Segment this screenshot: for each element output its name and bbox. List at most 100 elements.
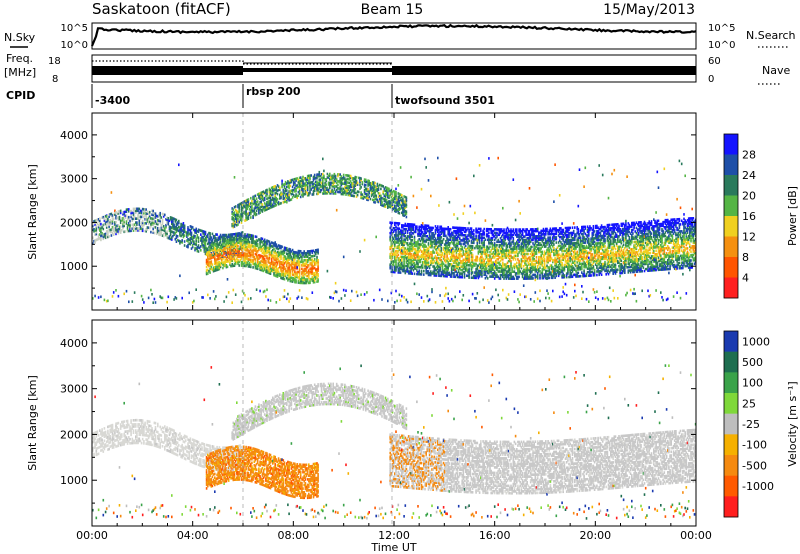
- echo-pixel: [245, 208, 247, 211]
- echo-pixel: [448, 233, 451, 236]
- echo-pixel: [123, 224, 125, 228]
- echo-pixel: [291, 248, 294, 252]
- echo-pixel: [438, 270, 440, 274]
- echo-pixel: [346, 188, 348, 191]
- echo-pixel: [406, 222, 409, 226]
- echo-pixel: [198, 246, 201, 250]
- echo-pixel: [433, 246, 436, 249]
- echo-pixel: [304, 185, 307, 189]
- echo-pixel: [401, 204, 403, 208]
- echo-pixel: [390, 258, 393, 261]
- echo-pixel: [283, 186, 286, 190]
- echo-pixel: [298, 289, 301, 292]
- echo-pixel: [435, 239, 438, 242]
- echo-pixel: [315, 270, 317, 273]
- power-data-layer: [92, 156, 697, 304]
- echo-pixel: [495, 261, 497, 264]
- echo-pixel: [468, 269, 470, 272]
- echo-pixel: [311, 279, 314, 282]
- echo-pixel: [489, 264, 491, 268]
- echo-pixel: [128, 223, 130, 227]
- echo-pixel: [490, 240, 492, 243]
- echo-pixel: [240, 216, 243, 219]
- echo-pixel: [391, 244, 394, 247]
- echo-pixel: [258, 206, 260, 210]
- echo-pixel: [370, 184, 373, 187]
- echo-pixel: [493, 256, 496, 259]
- echo-pixel: [496, 275, 498, 279]
- echo-pixel: [282, 263, 285, 267]
- echo-pixel: [484, 276, 487, 280]
- echo-pixel: [488, 268, 490, 271]
- noise-left-tick-bottom: 10^0: [61, 40, 88, 51]
- echo-pixel: [260, 200, 262, 203]
- echo-pixel: [245, 240, 247, 243]
- echo-pixel: [116, 212, 118, 216]
- echo-pixel: [241, 245, 244, 248]
- echo-pixel: [481, 234, 483, 238]
- echo-pixel: [368, 195, 370, 199]
- echo-pixel: [250, 248, 252, 251]
- echo-pixel: [162, 215, 165, 218]
- echo-pixel: [295, 274, 297, 277]
- echo-pixel: [456, 231, 459, 235]
- echo-pixel: [266, 190, 268, 194]
- echo-pixel: [316, 182, 318, 185]
- echo-pixel: [259, 254, 261, 257]
- echo-pixel: [316, 268, 318, 271]
- echo-pixel: [461, 233, 463, 237]
- echo-pixel: [401, 266, 403, 269]
- echo-pixel: [449, 236, 452, 240]
- echo-pixel: [448, 273, 451, 276]
- echo-pixel: [141, 207, 144, 211]
- echo-pixel: [493, 247, 496, 250]
- echo-pixel: [117, 231, 120, 235]
- echo-pixel: [287, 279, 289, 282]
- echo-pixel: [297, 182, 300, 185]
- echo-pixel: [160, 296, 163, 300]
- echo-pixel: [417, 264, 419, 267]
- echo-pixel: [406, 238, 409, 242]
- echo-pixel: [439, 264, 441, 267]
- echo-pixel: [391, 201, 394, 205]
- echo-pixel: [303, 269, 305, 273]
- echo-pixel: [250, 260, 252, 263]
- echo-pixel: [448, 229, 451, 233]
- echo-pixel: [255, 202, 258, 206]
- echo-pixel: [333, 291, 336, 295]
- echo-pixel: [370, 187, 373, 191]
- echo-pixel: [279, 265, 281, 269]
- echo-pixel: [237, 218, 239, 221]
- echo-pixel: [231, 252, 233, 255]
- echo-pixel: [275, 200, 278, 203]
- echo-pixel: [240, 234, 243, 238]
- echo-pixel: [280, 245, 282, 248]
- echo-pixel: [252, 215, 254, 218]
- echo-pixel: [187, 233, 189, 237]
- echo-pixel: [248, 204, 251, 208]
- echo-pixel: [389, 226, 391, 230]
- echo-pixel: [471, 230, 474, 234]
- echo-pixel: [233, 176, 236, 179]
- echo-pixel: [152, 211, 154, 215]
- echo-pixel: [294, 261, 296, 265]
- echo-pixel: [294, 263, 296, 266]
- echo-pixel: [280, 191, 282, 194]
- echo-pixel: [286, 200, 288, 204]
- echo-pixel: [419, 248, 422, 252]
- echo-pixel: [402, 201, 404, 205]
- echo-pixel: [254, 245, 257, 249]
- echo-pixel: [275, 196, 278, 200]
- echo-pixel: [390, 221, 393, 225]
- echo-pixel: [480, 273, 482, 276]
- echo-pixel: [311, 181, 314, 184]
- echo-pixel: [183, 230, 186, 233]
- echo-pixel: [218, 255, 221, 259]
- echo-pixel: [273, 247, 275, 251]
- echo-pixel: [426, 229, 429, 233]
- echo-pixel: [225, 264, 228, 267]
- echo-pixel: [265, 242, 267, 246]
- echo-pixel: [301, 267, 303, 271]
- echo-pixel: [286, 192, 288, 196]
- echo-pixel: [462, 239, 465, 242]
